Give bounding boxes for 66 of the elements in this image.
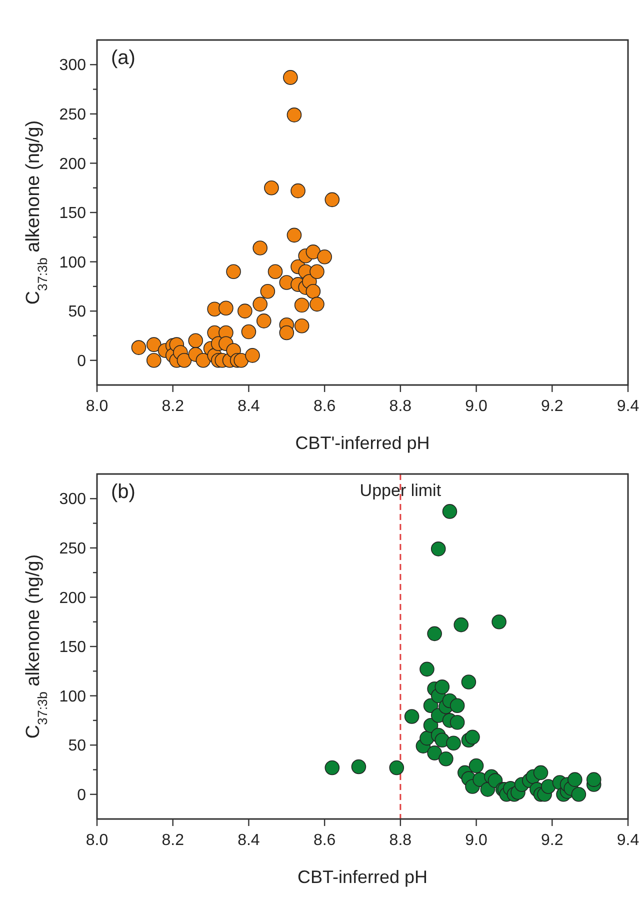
y-tick-label: 100 bbox=[59, 688, 86, 706]
point bbox=[294, 318, 310, 334]
x-axis-title: CBT'-inferred pH bbox=[295, 433, 430, 453]
x-tick-label: 8.0 bbox=[86, 398, 108, 415]
point bbox=[245, 348, 260, 363]
ref-line-label: Upper limit bbox=[360, 481, 442, 500]
point bbox=[238, 304, 252, 318]
point bbox=[234, 352, 249, 368]
x-tick-label: 8.8 bbox=[389, 398, 412, 415]
y-tick-label: 50 bbox=[68, 738, 86, 755]
x-axis-title: CBT-inferred pH bbox=[297, 867, 428, 887]
point bbox=[286, 228, 302, 243]
point bbox=[176, 352, 192, 368]
x-tick-label: 9.4 bbox=[616, 832, 640, 849]
x-tick-label: 9.0 bbox=[465, 832, 488, 849]
point bbox=[283, 70, 298, 85]
y-tick-label: 300 bbox=[59, 491, 86, 508]
point bbox=[290, 183, 306, 198]
y-tick-label: 100 bbox=[59, 254, 86, 272]
point bbox=[310, 264, 324, 280]
point bbox=[310, 296, 324, 312]
point bbox=[317, 249, 332, 264]
point bbox=[131, 340, 146, 355]
x-tick-label: 8.6 bbox=[313, 398, 336, 415]
point bbox=[286, 108, 302, 122]
point bbox=[260, 284, 276, 299]
annotation: (a) bbox=[111, 47, 136, 69]
y-tick-label: 250 bbox=[59, 540, 86, 558]
point bbox=[252, 240, 268, 256]
y-tick-label: 50 bbox=[68, 304, 86, 321]
y-tick-label: 150 bbox=[59, 205, 86, 222]
point bbox=[294, 298, 310, 313]
y-tick-label: 200 bbox=[59, 590, 86, 607]
point bbox=[241, 324, 256, 340]
x-tick-label: 8.8 bbox=[389, 832, 412, 849]
y-tick-label: 300 bbox=[59, 57, 86, 74]
point bbox=[264, 180, 279, 196]
point bbox=[279, 325, 294, 340]
y-tick-label: 250 bbox=[59, 106, 86, 124]
point bbox=[256, 314, 272, 328]
point bbox=[188, 333, 204, 348]
y-tick-label: 0 bbox=[77, 786, 86, 804]
y-tick-label: 150 bbox=[59, 639, 86, 656]
point bbox=[252, 296, 268, 312]
point bbox=[196, 352, 211, 368]
y-tick-label: 0 bbox=[77, 352, 86, 370]
x-tick-label: 8.0 bbox=[86, 832, 108, 849]
point bbox=[146, 352, 162, 368]
x-tick-label: 8.4 bbox=[238, 832, 260, 849]
point bbox=[306, 244, 321, 260]
x-tick-label: 8.6 bbox=[313, 832, 336, 849]
x-tick-label: 9.0 bbox=[465, 398, 488, 415]
point bbox=[218, 300, 234, 316]
point bbox=[226, 264, 241, 280]
point bbox=[146, 337, 162, 352]
y-tick-label: 200 bbox=[59, 156, 86, 173]
x-tick-label: 9.4 bbox=[616, 398, 640, 415]
point bbox=[306, 284, 321, 299]
x-tick-label: 9.2 bbox=[541, 398, 564, 415]
x-tick-label: 8.2 bbox=[162, 398, 184, 415]
point bbox=[268, 264, 283, 280]
annotation: (b) bbox=[111, 481, 136, 503]
x-tick-label: 9.2 bbox=[541, 832, 564, 849]
x-tick-label: 8.2 bbox=[162, 832, 184, 849]
x-tick-label: 8.4 bbox=[238, 398, 260, 415]
point bbox=[324, 192, 340, 208]
